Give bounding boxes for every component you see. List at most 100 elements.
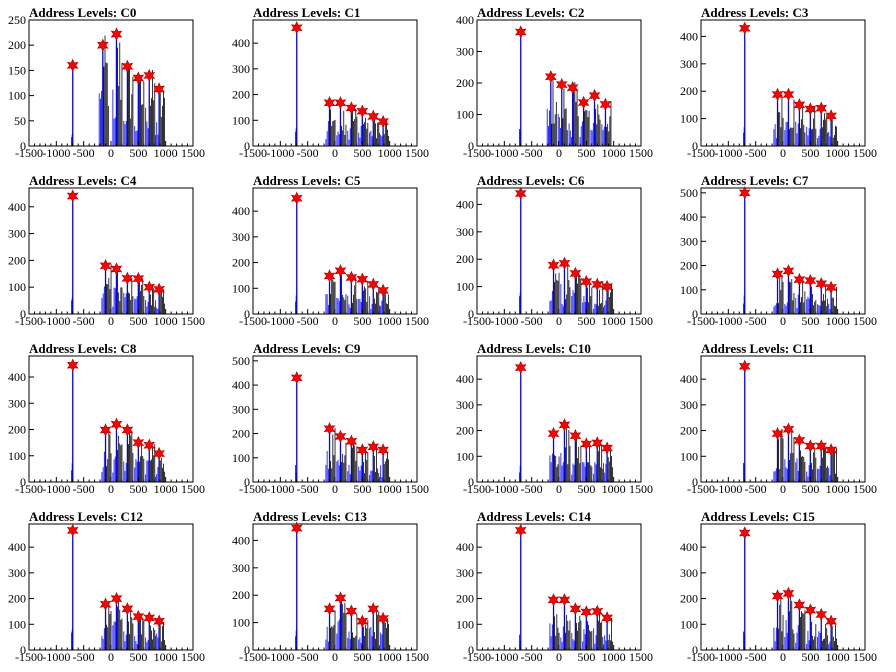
star-marker-icon: [345, 101, 358, 115]
star-marker-icon: [290, 521, 303, 535]
panel-title: Address Levels: C15: [701, 509, 815, 524]
y-tick-label: 400: [680, 540, 698, 554]
star-marker-icon: [290, 371, 303, 385]
x-tick-label: 1000: [378, 314, 402, 328]
star-marker-icon: [555, 77, 568, 92]
star-marker-icon: [323, 602, 336, 616]
star-marker-icon: [367, 109, 380, 124]
y-tick-label: 100: [456, 617, 474, 631]
y-tick-label: 200: [232, 588, 250, 602]
star-marker-icon: [771, 267, 784, 281]
x-tick-label: 0: [780, 650, 786, 664]
x-tick-label: 1000: [602, 482, 626, 496]
x-tick-label: 1500: [405, 650, 429, 664]
x-tick-label: -1500: [15, 314, 43, 328]
star-marker-icon: [569, 602, 582, 616]
x-tick-label: 1000: [826, 314, 850, 328]
star-marker-icon: [825, 109, 837, 123]
x-tick-label: 0: [108, 146, 114, 160]
star-marker-icon: [591, 277, 604, 292]
star-marker-icon: [782, 586, 795, 601]
x-tick-label: 500: [801, 314, 819, 328]
y-tick-label: 0: [244, 139, 250, 153]
star-marker-icon: [793, 598, 806, 612]
x-tick-label: 0: [556, 482, 562, 496]
star-marker-icon: [793, 98, 806, 112]
panel-title: Address Levels: C7: [701, 173, 809, 188]
star-marker-icon: [591, 436, 604, 450]
x-tick-label: 1000: [378, 146, 402, 160]
x-tick-label: -1500: [463, 146, 491, 160]
star-marker-icon: [782, 264, 795, 278]
star-marker-icon: [588, 88, 601, 103]
x-tick-label: 1500: [181, 146, 205, 160]
x-tick-label: 0: [332, 482, 338, 496]
histogram-bars: [743, 533, 838, 650]
star-marker-icon: [110, 591, 123, 606]
star-marker-icon: [121, 602, 134, 616]
panel-title: Address Levels: C3: [701, 5, 809, 20]
x-tick-label: 500: [577, 482, 595, 496]
y-tick-label: 400: [232, 378, 250, 392]
histogram-bars: [519, 530, 614, 650]
y-tick-label: 0: [20, 643, 26, 657]
star-marker-icon: [153, 282, 165, 297]
star-marker-icon: [153, 446, 165, 461]
star-marker-icon: [290, 191, 303, 206]
panel-10: Address Levels: C10 -1500 -1000 -500 0 500 100…: [456, 341, 653, 496]
panel-13: Address Levels: C13 -1500 -1000 -500 0 500 100…: [232, 509, 429, 664]
y-tick-label: 0: [468, 643, 474, 657]
star-marker-icon: [815, 276, 828, 291]
x-tick-label: 1000: [826, 146, 850, 160]
star-marker-icon: [377, 283, 389, 298]
x-tick-label: 500: [353, 146, 371, 160]
y-tick-label: 300: [680, 566, 698, 580]
x-tick-label: -500: [745, 314, 767, 328]
y-tick-label: 100: [456, 449, 474, 463]
star-marker-icon: [804, 439, 817, 453]
x-tick-label: -500: [73, 314, 95, 328]
x-tick-label: -1500: [15, 482, 43, 496]
x-tick-label: -1000: [266, 314, 294, 328]
y-tick-label: 200: [456, 592, 474, 606]
y-tick-label: 200: [8, 38, 26, 52]
x-tick-label: 1500: [405, 314, 429, 328]
panel-title: Address Levels: C8: [29, 341, 137, 356]
star-marker-icon: [514, 523, 527, 538]
x-tick-label: 500: [801, 146, 819, 160]
y-tick-label: 0: [244, 475, 250, 489]
x-tick-label: 500: [129, 482, 147, 496]
x-tick-label: 0: [332, 650, 338, 664]
x-tick-label: -1500: [463, 314, 491, 328]
y-tick-label: 400: [8, 200, 26, 214]
plot-frame: [476, 523, 642, 651]
x-tick-label: -1500: [687, 482, 715, 496]
panel-3: Address Levels: C3-1500 -1000 -500 0 500 1000…: [680, 5, 877, 160]
panel-0: Address Levels: C0-1500 -1000 -500 0 500 1000…: [8, 5, 205, 160]
y-tick-label: 300: [232, 402, 250, 416]
star-marker-icon: [345, 604, 358, 618]
x-tick-label: -1500: [687, 650, 715, 664]
star-marker-icon: [356, 104, 369, 119]
star-marker-icon: [345, 434, 358, 449]
star-marker-icon: [599, 97, 612, 112]
y-tick-label: 300: [456, 566, 474, 580]
y-tick-label: 0: [468, 475, 474, 489]
x-tick-label: 0: [108, 482, 114, 496]
star-marker-icon: [514, 360, 527, 375]
star-marker-icon: [66, 358, 79, 372]
star-marker-icon: [815, 607, 828, 622]
x-tick-label: 1000: [826, 482, 850, 496]
panel-title: Address Levels: C5: [253, 173, 361, 188]
star-marker-icon: [345, 270, 358, 285]
y-tick-label: 300: [680, 57, 698, 71]
x-tick-label: -500: [745, 146, 767, 160]
star-marker-icon: [66, 189, 79, 203]
y-tick-label: 200: [456, 252, 474, 266]
x-tick-label: 500: [353, 482, 371, 496]
star-marker-icon: [771, 87, 784, 102]
x-tick-label: -500: [521, 482, 543, 496]
x-tick-label: 500: [801, 482, 819, 496]
y-tick-label: 200: [232, 427, 250, 441]
x-tick-label: 1000: [378, 482, 402, 496]
